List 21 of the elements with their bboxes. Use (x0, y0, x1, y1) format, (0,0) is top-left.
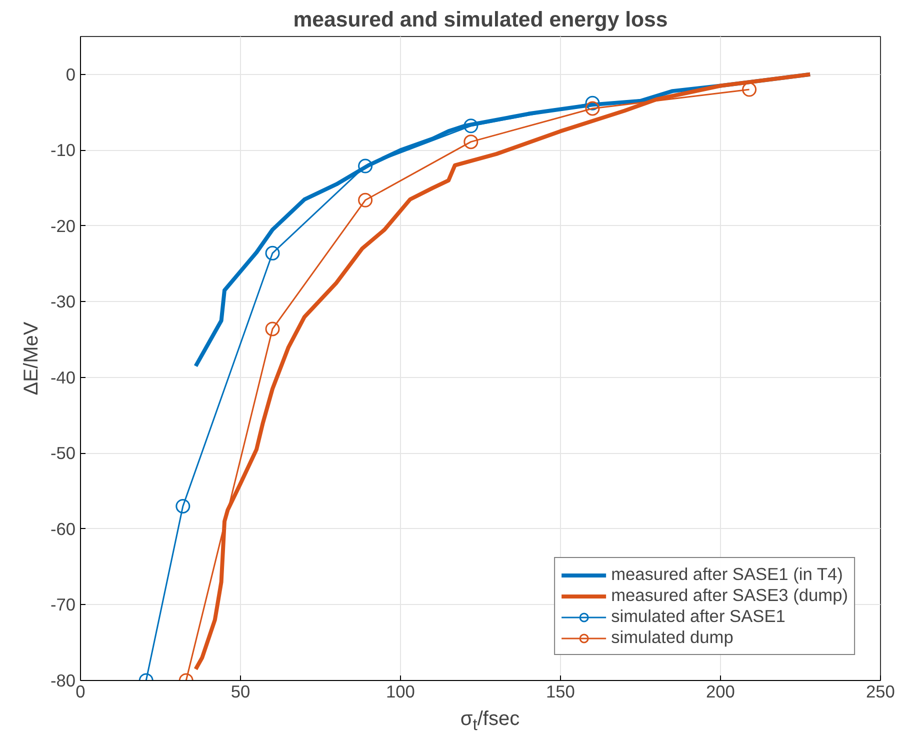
y-tick-label: -60 (50, 518, 76, 539)
y-tick-label: -80 (50, 670, 76, 690)
x-axis-title: σ$_{t}$/fsec (460, 707, 520, 736)
legend-label: measured after SASE1 (in T4) (611, 564, 843, 585)
y-tick-label: 0 (66, 64, 76, 84)
y-tick-label: -30 (50, 292, 76, 312)
y-tick-label: -40 (50, 367, 76, 388)
x-tick-label: 100 (386, 682, 415, 702)
y-tick-label: -50 (50, 443, 76, 464)
y-axis-title: ΔE/MeV (20, 321, 42, 396)
y-tick-label: -70 (50, 594, 76, 615)
x-tick-label: 250 (866, 682, 895, 702)
legend-label: simulated after SASE1 (611, 606, 786, 627)
x-tick-label: 200 (706, 682, 735, 702)
y-tick-label: -20 (50, 216, 76, 236)
x-tick-label: 50 (230, 682, 250, 702)
legend-label: simulated dump (611, 627, 734, 648)
y-tick-label: -10 (50, 140, 76, 160)
legend-label: measured after SASE3 (dump) (611, 585, 848, 606)
x-tick-label: 150 (546, 682, 575, 702)
chart-title: measured and simulated energy loss (293, 8, 668, 32)
